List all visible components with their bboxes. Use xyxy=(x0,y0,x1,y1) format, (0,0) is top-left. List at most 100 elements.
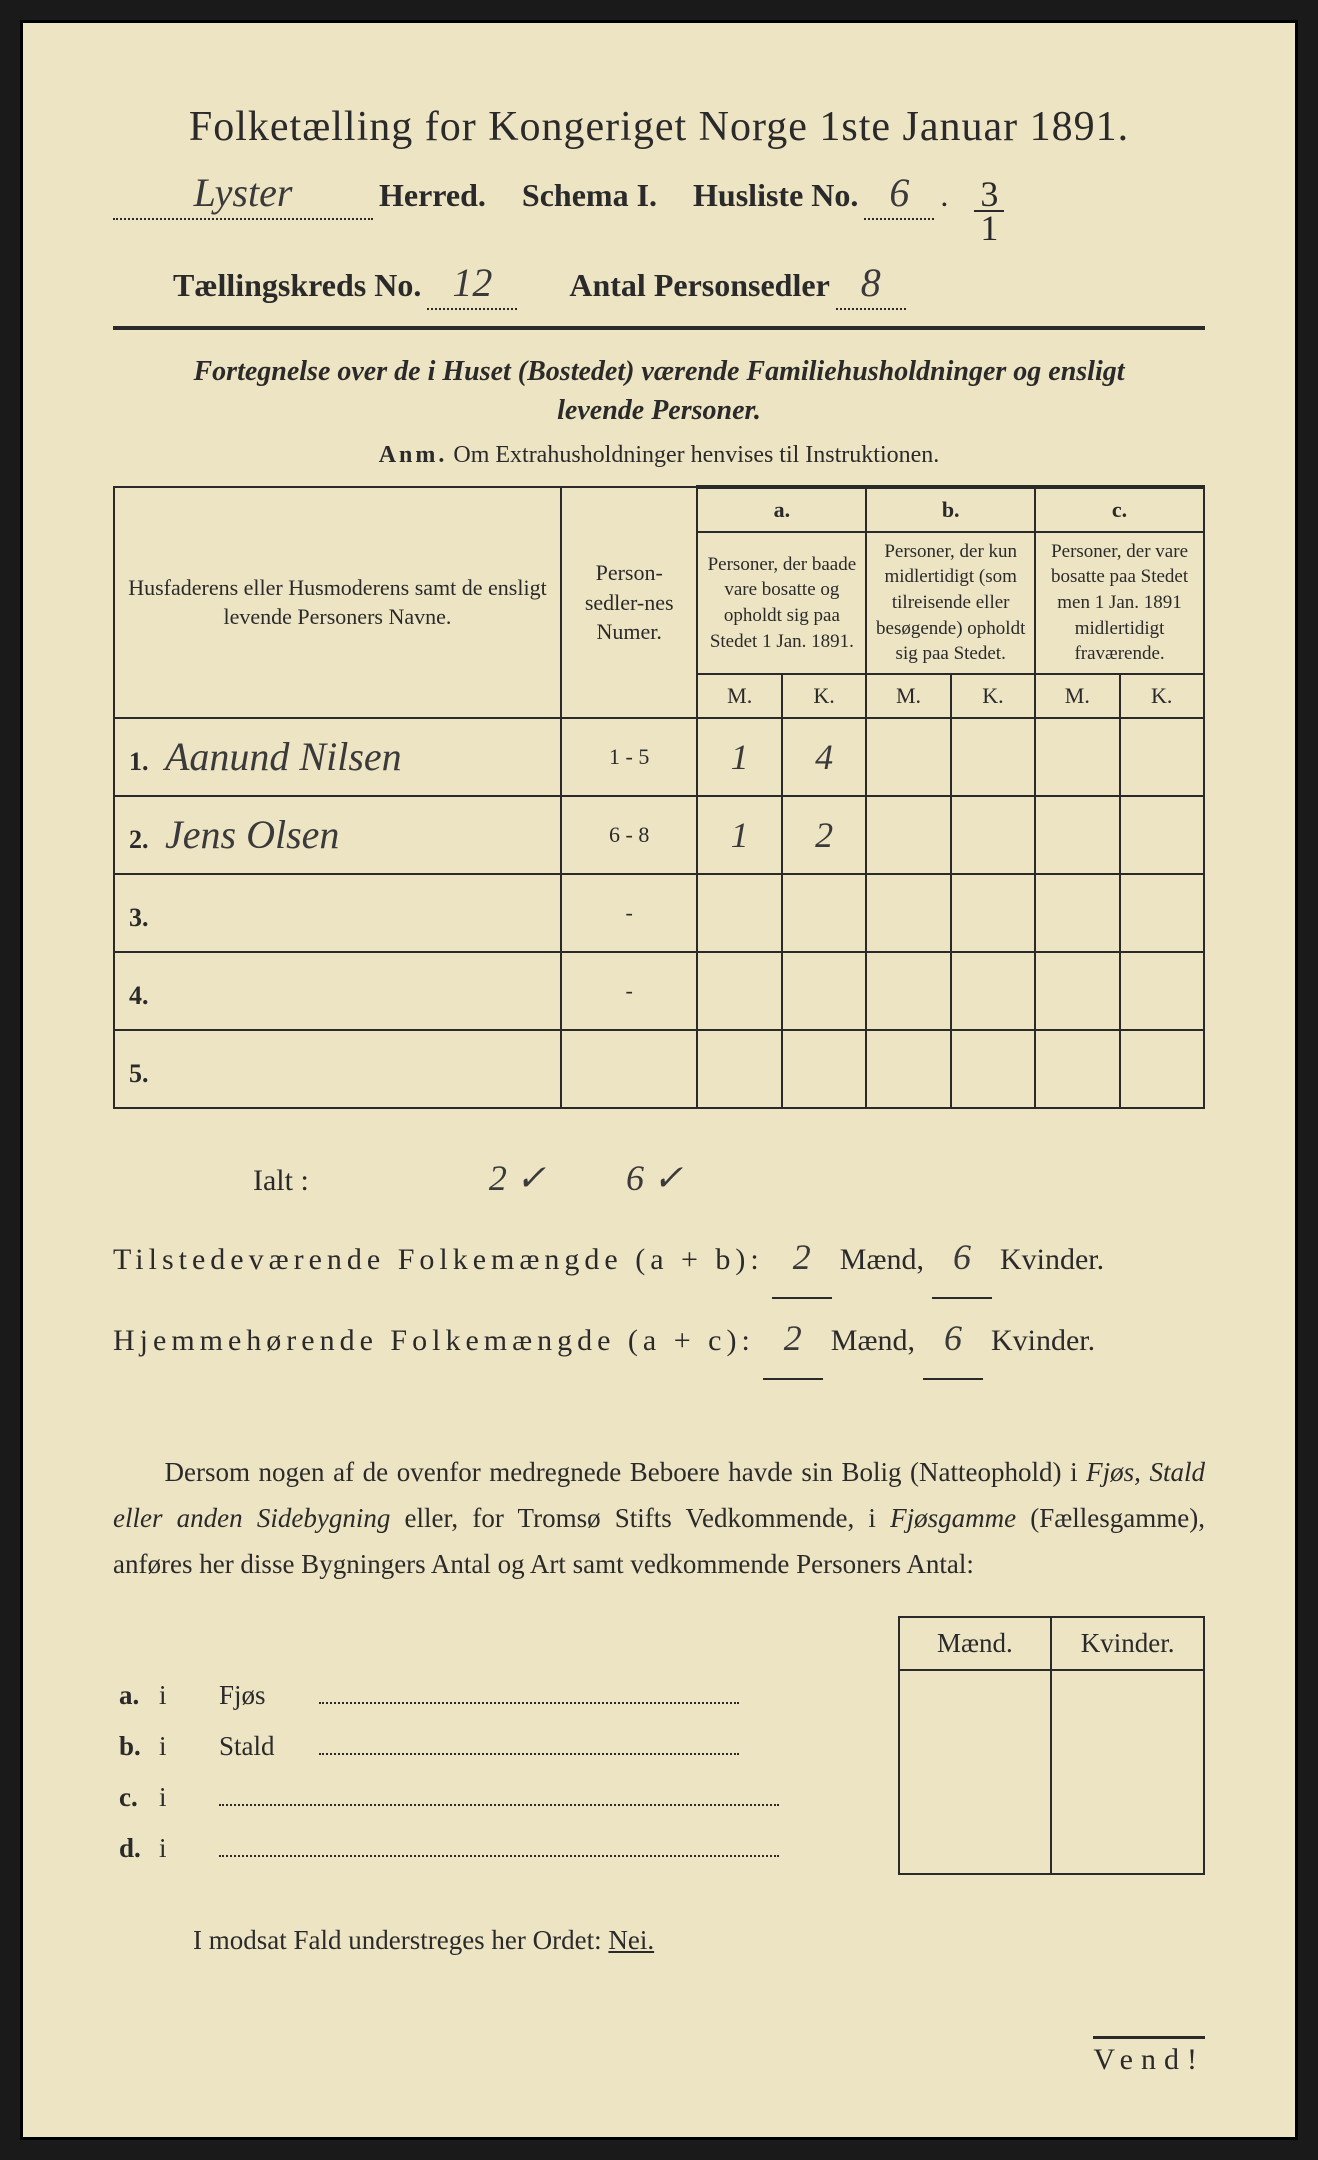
bm-cell xyxy=(866,874,950,952)
out-m-cell xyxy=(899,1721,1052,1772)
ak-cell xyxy=(782,952,866,1030)
tilstede-k: 6 xyxy=(953,1237,971,1277)
maend-label: Mænd, xyxy=(840,1227,924,1293)
ialt-row: Ialt : 2 ✓ 6 ✓ xyxy=(113,1139,1205,1218)
bk-cell xyxy=(951,874,1035,952)
th-names: Husfaderens eller Husmoderens samt de en… xyxy=(114,487,561,718)
cm-cell xyxy=(1035,874,1119,952)
sedler-cell: 6 - 8 xyxy=(561,796,698,874)
cm-cell xyxy=(1035,796,1119,874)
sedler-cell: 1 - 5 xyxy=(561,718,698,796)
out-m-cell xyxy=(899,1670,1052,1721)
th-a-text: Personer, der baade vare bosatte og opho… xyxy=(697,532,866,674)
hjem-label: Hjemmehørende Folkemængde (a + c): xyxy=(113,1308,755,1374)
kvinder-label-2: Kvinder. xyxy=(991,1308,1095,1374)
name-cell: 3. xyxy=(114,874,561,952)
hjem-m: 2 xyxy=(784,1318,802,1358)
bk-cell xyxy=(951,718,1035,796)
totals-block: Ialt : 2 ✓ 6 ✓ Tilstedeværende Folkemæng… xyxy=(113,1139,1205,1381)
am-cell: 1 xyxy=(697,796,781,874)
table-row: 4. - xyxy=(114,952,1204,1030)
cm-cell xyxy=(1035,952,1119,1030)
ialt-k: 6 ✓ xyxy=(626,1139,683,1218)
out-k-cell xyxy=(1051,1772,1204,1823)
bm-cell xyxy=(866,1030,950,1108)
vend-label: Vend! xyxy=(1093,2036,1205,2077)
name-cell: 1. Aanund Nilsen xyxy=(114,718,561,796)
hjem-k: 6 xyxy=(944,1318,962,1358)
ialt-m: 2 ✓ xyxy=(489,1139,546,1218)
bk-cell xyxy=(951,1030,1035,1108)
husliste-label: Husliste No. xyxy=(693,177,858,214)
outbuilding-table: Mænd. Kvinder. a.iFjøsb.iStaldc.id.i xyxy=(113,1616,1205,1875)
th2-maend: Mænd. xyxy=(899,1617,1052,1670)
th-b-text: Personer, der kun midlertidigt (som tilr… xyxy=(866,532,1035,674)
ialt-label: Ialt : xyxy=(253,1148,309,1214)
ak-cell xyxy=(782,1030,866,1108)
subtitle: Fortegnelse over de i Huset (Bostedet) v… xyxy=(113,352,1205,430)
table-row: 5. xyxy=(114,1030,1204,1108)
out-m-cell xyxy=(899,1772,1052,1823)
am-cell: 1 xyxy=(697,718,781,796)
tilstede-label: Tilstedeværende Folkemængde (a + b): xyxy=(113,1227,764,1293)
ak-cell: 2 xyxy=(782,796,866,874)
nei-word: Nei. xyxy=(608,1925,654,1955)
herred-label: Herred. xyxy=(379,177,486,214)
antal-value: 8 xyxy=(861,260,881,305)
bm-cell xyxy=(866,952,950,1030)
out-k-cell xyxy=(1051,1721,1204,1772)
table-row: 3. - xyxy=(114,874,1204,952)
th-c-k: K. xyxy=(1120,674,1205,718)
am-cell xyxy=(697,874,781,952)
out-k-cell xyxy=(1051,1823,1204,1874)
out-m-cell xyxy=(899,1823,1052,1874)
ck-cell xyxy=(1120,952,1205,1030)
th2-kvinder: Kvinder. xyxy=(1051,1617,1204,1670)
ck-cell xyxy=(1120,796,1205,874)
sedler-cell xyxy=(561,1030,698,1108)
divider xyxy=(113,326,1205,330)
out-k-cell xyxy=(1051,1670,1204,1721)
kvinder-label: Kvinder. xyxy=(1000,1227,1104,1293)
ck-cell xyxy=(1120,874,1205,952)
outbuilding-row: d.i xyxy=(113,1823,1204,1874)
kreds-value: 12 xyxy=(452,260,492,305)
anm-label: Anm. xyxy=(379,442,448,468)
kreds-label: Tællingskreds No. xyxy=(173,267,421,304)
bk-cell xyxy=(951,796,1035,874)
explanatory-paragraph: Dersom nogen af de ovenfor medregnede Be… xyxy=(113,1450,1205,1588)
hjem-row: Hjemmehørende Folkemængde (a + c): 2 Mæn… xyxy=(113,1299,1205,1380)
header-row-2: Tællingskreds No. 12 Antal Personsedler … xyxy=(113,259,1205,310)
page-title: Folketælling for Kongeriget Norge 1ste J… xyxy=(113,103,1205,151)
th-a-m: M. xyxy=(697,674,781,718)
th-c-text: Personer, der vare bosatte paa Stedet me… xyxy=(1035,532,1204,674)
sedler-cell: - xyxy=(561,874,698,952)
fraction-num: 3 xyxy=(974,178,1004,212)
bm-cell xyxy=(866,796,950,874)
th-a-letter: a. xyxy=(697,487,866,532)
fraction: 3 1 xyxy=(974,178,1004,245)
nei-line: I modsat Fald understreges her Ordet: Ne… xyxy=(113,1925,1205,1956)
table-row: 2. Jens Olsen6 - 812 xyxy=(114,796,1204,874)
tilstede-m: 2 xyxy=(793,1237,811,1277)
cm-cell xyxy=(1035,1030,1119,1108)
main-census-table: Husfaderens eller Husmoderens samt de en… xyxy=(113,485,1205,1109)
tilstede-row: Tilstedeværende Folkemængde (a + b): 2 M… xyxy=(113,1218,1205,1299)
bk-cell xyxy=(951,952,1035,1030)
am-cell xyxy=(697,952,781,1030)
th-c-letter: c. xyxy=(1035,487,1204,532)
cm-cell xyxy=(1035,718,1119,796)
annotation-line: Anm. Om Extrahusholdninger henvises til … xyxy=(113,442,1205,469)
schema-label: Schema I. xyxy=(522,177,657,214)
outbuilding-row: c.i xyxy=(113,1772,1204,1823)
th-a-k: K. xyxy=(782,674,866,718)
th-c-m: M. xyxy=(1035,674,1119,718)
herred-value: Lyster xyxy=(194,170,293,215)
fraction-den: 1 xyxy=(974,212,1004,244)
am-cell xyxy=(697,1030,781,1108)
name-cell: 5. xyxy=(114,1030,561,1108)
th-b-k: K. xyxy=(951,674,1035,718)
out-label-cell: b.iStald xyxy=(113,1721,899,1772)
census-form-page: Folketælling for Kongeriget Norge 1ste J… xyxy=(20,20,1298,2140)
ak-cell xyxy=(782,874,866,952)
